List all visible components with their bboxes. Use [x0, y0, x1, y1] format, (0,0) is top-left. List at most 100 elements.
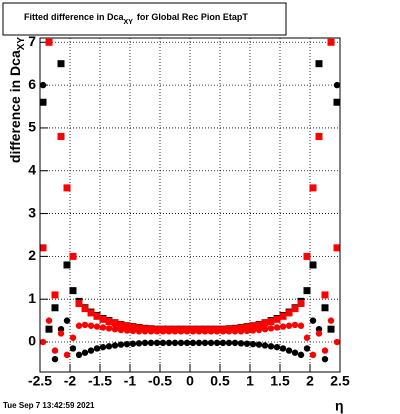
marker-square	[249, 322, 257, 330]
marker-square	[69, 252, 77, 260]
marker-circle	[189, 328, 197, 335]
marker-circle	[189, 339, 197, 347]
marker-square	[51, 291, 59, 299]
marker-circle	[123, 340, 131, 348]
marker-square	[243, 323, 251, 331]
marker-circle	[291, 321, 299, 329]
marker-circle	[243, 340, 251, 347]
marker-circle	[51, 347, 59, 354]
marker-circle	[177, 328, 185, 335]
marker-square	[327, 38, 335, 46]
marker-circle	[201, 339, 209, 347]
marker-circle	[153, 328, 161, 335]
marker-circle	[285, 347, 293, 354]
marker-square	[111, 319, 119, 327]
marker-square	[39, 98, 47, 106]
marker-circle	[51, 355, 59, 363]
marker-circle	[237, 328, 245, 335]
marker-circle	[315, 330, 323, 337]
marker-square	[333, 98, 341, 106]
marker-circle	[69, 334, 77, 341]
marker-circle	[87, 322, 95, 329]
marker-square	[315, 60, 323, 68]
marker-circle	[309, 351, 317, 359]
marker-circle	[171, 328, 179, 335]
marker-circle	[93, 323, 101, 330]
marker-circle	[267, 343, 275, 350]
marker-circle	[231, 328, 239, 335]
title-main: Fitted difference in Dca	[24, 12, 125, 22]
marker-circle	[141, 328, 149, 335]
title-suffix: for Global Rec Pion EtapT	[137, 12, 249, 22]
marker-circle	[261, 325, 269, 333]
marker-circle	[153, 339, 161, 347]
x-tick-label: -1.5	[88, 373, 112, 389]
marker-circle	[207, 339, 215, 347]
marker-circle	[267, 325, 275, 332]
marker-circle	[135, 340, 143, 347]
marker-circle	[255, 341, 263, 348]
marker-circle	[201, 328, 209, 335]
marker-circle	[231, 339, 239, 347]
marker-circle	[63, 351, 71, 359]
marker-square	[321, 291, 329, 299]
y-tick-label: 2	[28, 247, 36, 263]
y-tick-label: 3	[28, 204, 36, 220]
marker-circle	[225, 339, 233, 347]
marker-square	[105, 317, 113, 325]
marker-square	[135, 324, 143, 332]
marker-circle	[321, 355, 329, 363]
marker-square	[261, 319, 269, 327]
marker-circle	[303, 345, 311, 352]
x-tick-label: -2.5	[28, 373, 52, 389]
chart-title: Fitted difference in DcaXY for Global Rec…	[24, 12, 248, 25]
marker-square	[57, 132, 65, 140]
marker-square	[315, 132, 323, 140]
marker-square	[273, 315, 281, 323]
marker-circle	[237, 340, 245, 347]
footer: Tue Sep 7 13:42:59 2021	[3, 401, 95, 410]
marker-square	[297, 299, 305, 307]
y-tick-label: 1	[28, 290, 36, 306]
x-tick-label: 0	[186, 373, 194, 389]
marker-circle	[183, 328, 191, 335]
x-tick-label: 1	[246, 373, 254, 389]
marker-circle	[159, 328, 167, 335]
marker-circle	[45, 317, 53, 324]
marker-circle	[93, 345, 101, 352]
marker-square	[63, 261, 71, 269]
marker-square	[93, 312, 101, 320]
marker-circle	[255, 326, 263, 334]
marker-circle	[219, 328, 227, 335]
marker-square	[291, 305, 299, 313]
marker-circle	[105, 325, 113, 332]
marker-circle	[249, 327, 257, 334]
marker-circle	[129, 340, 137, 347]
marker-square	[285, 309, 293, 317]
marker-circle	[69, 345, 77, 352]
marker-square	[129, 323, 137, 331]
y-tick-label: 6	[28, 76, 36, 92]
marker-circle	[243, 327, 251, 335]
marker-circle	[39, 81, 47, 89]
marker-circle	[81, 349, 89, 356]
marker-circle	[333, 81, 341, 89]
marker-circle	[75, 322, 83, 329]
y-label-sub: XY	[16, 37, 27, 51]
marker-circle	[87, 347, 95, 354]
marker-circle	[45, 325, 53, 333]
y-tick-label: 0	[28, 333, 36, 349]
title-box	[2, 2, 287, 36]
marker-square	[303, 252, 311, 260]
marker-circle	[141, 339, 149, 347]
x-tick-label: -2	[64, 373, 77, 389]
marker-square	[237, 324, 245, 332]
marker-circle	[135, 328, 143, 335]
marker-square	[309, 184, 317, 192]
marker-circle	[123, 327, 131, 334]
marker-circle	[159, 339, 167, 347]
x-tick-label: 0.5	[210, 373, 230, 389]
marker-circle	[147, 328, 155, 335]
marker-square	[321, 304, 329, 312]
